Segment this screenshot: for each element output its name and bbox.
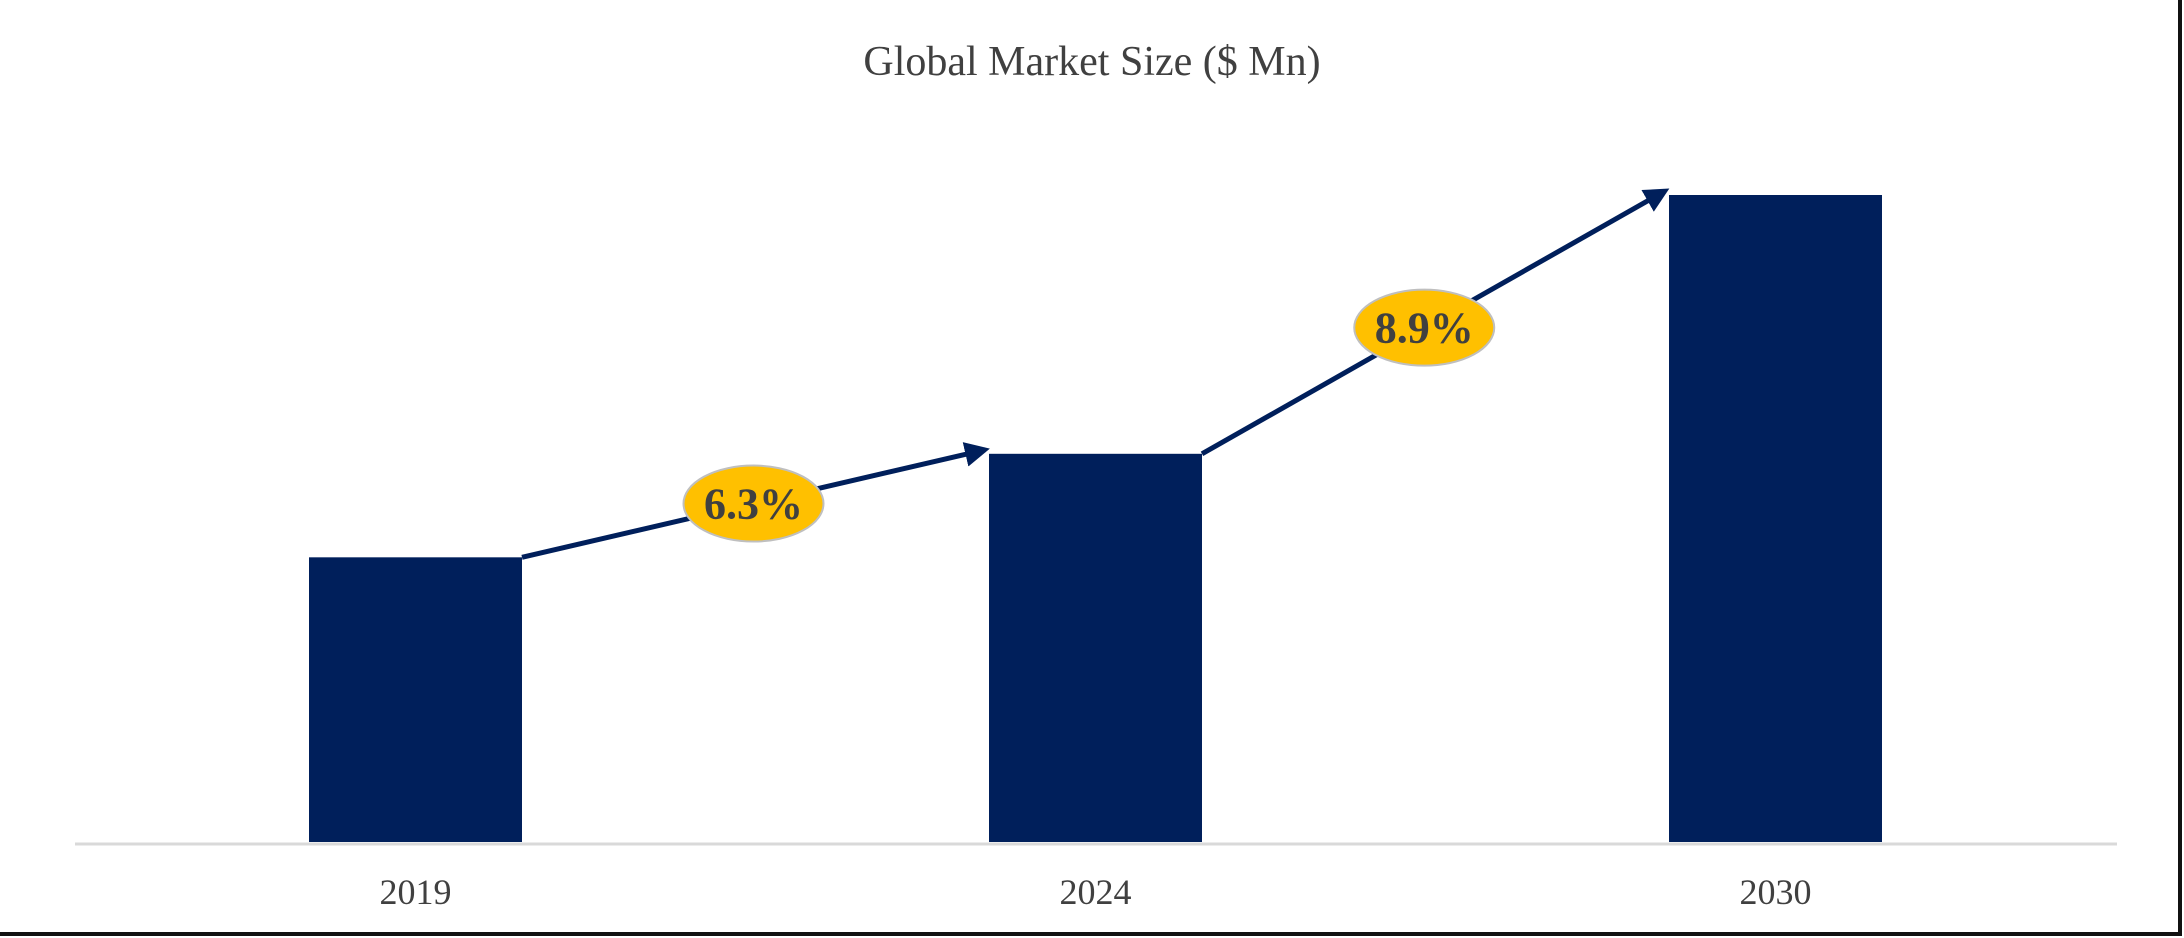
- bar-2030: [1669, 195, 1882, 842]
- cagr-badge-2019-2024: [682, 464, 825, 543]
- x-tick-label-2024: 2024: [1060, 872, 1132, 912]
- x-tick-label-2019: 2019: [380, 872, 452, 912]
- cagr-label-2019-2024: 6.3%: [704, 480, 803, 529]
- bar-2024: [989, 453, 1202, 842]
- chart-title: Global Market Size ($ Mn): [863, 39, 1321, 85]
- cagr-label-2024-2030: 8.9%: [1375, 304, 1474, 353]
- cagr-badge-2024-2030: [1353, 288, 1496, 367]
- x-tick-label-2030: 2030: [1740, 872, 1812, 912]
- bar-2019: [309, 557, 522, 842]
